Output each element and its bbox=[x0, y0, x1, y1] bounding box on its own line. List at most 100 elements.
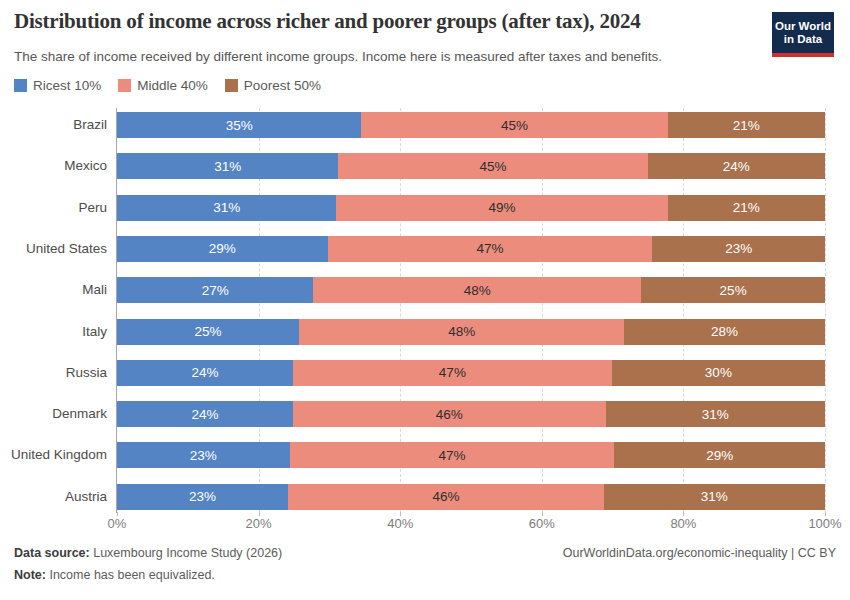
bar-segment-poorest-50[interactable]: 28% bbox=[624, 319, 825, 345]
bar-value-label: 29% bbox=[209, 241, 236, 256]
bar-value-label: 30% bbox=[705, 365, 732, 380]
bar-value-label: 35% bbox=[226, 118, 253, 133]
bar-value-label: 31% bbox=[213, 200, 240, 215]
bar-brazil: 35% 45% 21% bbox=[117, 112, 825, 138]
bar-value-label: 48% bbox=[448, 324, 475, 339]
country-label-italy: Italy bbox=[0, 319, 107, 345]
bar-segment-middle-40[interactable]: 45% bbox=[361, 112, 667, 138]
datasource-value: Luxembourg Income Study (2026) bbox=[90, 546, 282, 560]
country-label-denmark: Denmark bbox=[0, 401, 107, 427]
bar-segment-poorest-50[interactable]: 21% bbox=[668, 112, 825, 138]
bar-value-label: 24% bbox=[191, 365, 218, 380]
bar-value-label: 49% bbox=[489, 200, 516, 215]
datasource-text: Data source: Luxembourg Income Study (20… bbox=[14, 546, 282, 560]
chart-row: Brazil 35% 45% 21% bbox=[0, 112, 850, 138]
country-label-united-kingdom: United Kingdom bbox=[0, 442, 107, 468]
bar-value-label: 23% bbox=[725, 241, 752, 256]
bar-segment-ricest-10[interactable]: 31% bbox=[117, 153, 338, 179]
chart-row: Mexico 31% 45% 24% bbox=[0, 153, 850, 179]
bar-value-label: 24% bbox=[191, 407, 218, 422]
bar-united-states: 29% 47% 23% bbox=[117, 236, 825, 262]
country-label-russia: Russia bbox=[0, 360, 107, 386]
bar-value-label: 31% bbox=[214, 159, 241, 174]
bar-peru: 31% 49% 21% bbox=[117, 195, 825, 221]
bar-value-label: 45% bbox=[501, 118, 528, 133]
bar-value-label: 46% bbox=[432, 489, 459, 504]
bar-segment-ricest-10[interactable]: 24% bbox=[117, 401, 293, 427]
note-value: Income has been equivalized. bbox=[46, 568, 215, 582]
country-label-peru: Peru bbox=[0, 195, 107, 221]
bar-segment-poorest-50[interactable]: 30% bbox=[612, 360, 825, 386]
bar-segment-middle-40[interactable]: 47% bbox=[328, 236, 653, 262]
bar-value-label: 21% bbox=[733, 118, 760, 133]
country-label-brazil: Brazil bbox=[0, 112, 107, 138]
footer-line-note: Note: Income has been equivalized. bbox=[14, 568, 836, 582]
country-label-austria: Austria bbox=[0, 484, 107, 510]
chart-row: Austria 23% 46% 31% bbox=[0, 484, 850, 510]
bar-segment-poorest-50[interactable]: 25% bbox=[641, 277, 825, 303]
footer-line-datasource: Data source: Luxembourg Income Study (20… bbox=[14, 546, 836, 560]
bar-value-label: 31% bbox=[702, 407, 729, 422]
bar-italy: 25% 48% 28% bbox=[117, 319, 825, 345]
bar-value-label: 48% bbox=[464, 283, 491, 298]
chart-row: Peru 31% 49% 21% bbox=[0, 195, 850, 221]
country-label-united-states: United States bbox=[0, 236, 107, 262]
bar-segment-ricest-10[interactable]: 23% bbox=[117, 442, 290, 468]
bar-segment-poorest-50[interactable]: 31% bbox=[604, 484, 825, 510]
bar-segment-ricest-10[interactable]: 31% bbox=[117, 195, 336, 221]
bar-segment-ricest-10[interactable]: 23% bbox=[117, 484, 288, 510]
bar-segment-middle-40[interactable]: 46% bbox=[288, 484, 603, 510]
bar-segment-poorest-50[interactable]: 24% bbox=[648, 153, 825, 179]
bar-value-label: 24% bbox=[723, 159, 750, 174]
bar-segment-ricest-10[interactable]: 25% bbox=[117, 319, 299, 345]
x-tick-label: 40% bbox=[370, 516, 430, 531]
bar-value-label: 25% bbox=[195, 324, 222, 339]
bar-value-label: 47% bbox=[438, 448, 465, 463]
bar-segment-poorest-50[interactable]: 21% bbox=[668, 195, 825, 221]
country-label-mali: Mali bbox=[0, 277, 107, 303]
owid-chart-page: { "header": { "title": "Distribution of … bbox=[0, 0, 850, 600]
bar-segment-middle-40[interactable]: 49% bbox=[336, 195, 667, 221]
bar-segment-poorest-50[interactable]: 23% bbox=[652, 236, 825, 262]
bar-segment-ricest-10[interactable]: 35% bbox=[117, 112, 361, 138]
x-tick-label: 100% bbox=[795, 516, 850, 531]
bar-segment-poorest-50[interactable]: 29% bbox=[614, 442, 825, 468]
bar-value-label: 23% bbox=[190, 448, 217, 463]
bar-segment-ricest-10[interactable]: 24% bbox=[117, 360, 293, 386]
stacked-bar-chart: 0%20%40%60%80%100%Brazil35%45%21%Mexico3… bbox=[0, 0, 850, 600]
bar-value-label: 25% bbox=[720, 283, 747, 298]
chart-row: Italy 25% 48% 28% bbox=[0, 319, 850, 345]
chart-row: Denmark 24% 46% 31% bbox=[0, 401, 850, 427]
x-tick-label: 20% bbox=[229, 516, 289, 531]
bar-mali: 27% 48% 25% bbox=[117, 277, 825, 303]
bar-denmark: 24% 46% 31% bbox=[117, 401, 825, 427]
bar-segment-middle-40[interactable]: 45% bbox=[338, 153, 647, 179]
datasource-label: Data source: bbox=[14, 546, 90, 560]
bar-mexico: 31% 45% 24% bbox=[117, 153, 825, 179]
bar-segment-middle-40[interactable]: 47% bbox=[293, 360, 612, 386]
bar-segment-middle-40[interactable]: 47% bbox=[290, 442, 615, 468]
bar-segment-middle-40[interactable]: 46% bbox=[293, 401, 606, 427]
bar-segment-poorest-50[interactable]: 31% bbox=[606, 401, 825, 427]
bar-value-label: 29% bbox=[706, 448, 733, 463]
chart-row: Mali 27% 48% 25% bbox=[0, 277, 850, 303]
bar-segment-middle-40[interactable]: 48% bbox=[299, 319, 624, 345]
bar-austria: 23% 46% 31% bbox=[117, 484, 825, 510]
bar-value-label: 47% bbox=[476, 241, 503, 256]
chart-row: United Kingdom 23% 47% 29% bbox=[0, 442, 850, 468]
x-tick-label: 60% bbox=[512, 516, 572, 531]
note-label: Note: bbox=[14, 568, 46, 582]
credit-link[interactable]: OurWorldinData.org/economic-inequality |… bbox=[563, 546, 836, 560]
chart-row: Russia 24% 47% 30% bbox=[0, 360, 850, 386]
bar-segment-ricest-10[interactable]: 29% bbox=[117, 236, 328, 262]
bar-united-kingdom: 23% 47% 29% bbox=[117, 442, 825, 468]
bar-value-label: 21% bbox=[733, 200, 760, 215]
bar-value-label: 27% bbox=[202, 283, 229, 298]
bar-segment-ricest-10[interactable]: 27% bbox=[117, 277, 313, 303]
bar-russia: 24% 47% 30% bbox=[117, 360, 825, 386]
country-label-mexico: Mexico bbox=[0, 153, 107, 179]
bar-segment-middle-40[interactable]: 48% bbox=[313, 277, 641, 303]
chart-row: United States 29% 47% 23% bbox=[0, 236, 850, 262]
bar-value-label: 31% bbox=[701, 489, 728, 504]
bar-value-label: 47% bbox=[439, 365, 466, 380]
